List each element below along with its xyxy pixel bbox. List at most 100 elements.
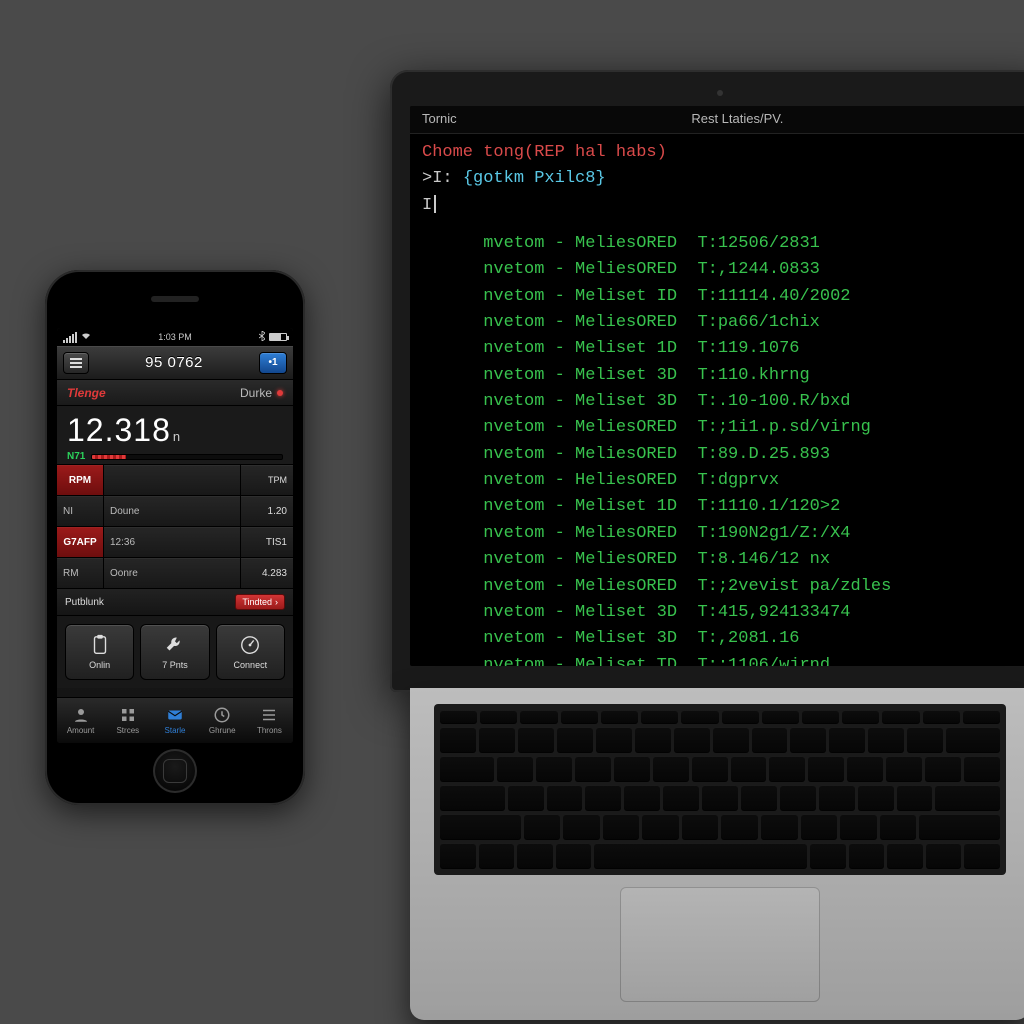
tab-share-label: Starle (165, 726, 186, 735)
tab-time[interactable]: Ghrune (199, 698, 246, 743)
main-value: 12.318 (67, 412, 171, 448)
brand-label: Tlenge (67, 386, 106, 400)
wifi-icon (81, 332, 91, 342)
connect-button[interactable]: Connect (216, 624, 285, 680)
chevron-right-icon: › (275, 597, 278, 607)
log-list: mvetom - MeliesORED T:12506/2831 nvetom … (422, 231, 1018, 666)
phone-device: 1:03 PM 95 0762 •1 Tlenge Durke (45, 270, 305, 805)
log-line: mvetom - MeliesORED T:12506/2831 (422, 231, 1018, 257)
sub-right-label: Durke (240, 386, 272, 400)
term-cursor-line: I (422, 196, 432, 215)
cell-tis: TIS1 (241, 527, 293, 557)
log-line: nvetom - Meliset 3D T:.10-100.R/bxd (422, 389, 1018, 415)
terminal-body: Chome tong(REP hal habs) >I: {gotkm Pxil… (410, 134, 1024, 666)
log-line: nvetom - HeliesORED T:dgprvx (422, 468, 1018, 494)
log-line: nvetom - Meliset ID T:11114.40/2002 (422, 284, 1018, 310)
tab-library-label: Throns (257, 726, 282, 735)
mini-green-value: N71 (67, 451, 85, 462)
log-line: nvetom - MeliesORED T:;1i1.p.sd/virng (422, 415, 1018, 441)
pill-label: Tindted (242, 597, 272, 607)
log-line: nvetom - MeliesORED T:190N2g1/Z:/X4 (422, 521, 1018, 547)
term-title-center: Rest Ltaties/PV. (457, 109, 1018, 129)
main-unit: n (173, 429, 180, 444)
bottom-row: Putblunk Tindted › (57, 588, 293, 616)
log-line: nvetom - MeliesORED T:8.146/12 nx (422, 547, 1018, 573)
status-bar: 1:03 PM (57, 328, 293, 346)
laptop-base (410, 688, 1024, 1020)
status-time: 1:03 PM (158, 332, 192, 342)
log-line: nvetom - Meliset 1D T:119.1076 (422, 336, 1018, 362)
keyboard[interactable] (434, 704, 1006, 875)
webcam-icon (717, 90, 723, 96)
cell-done: Doune (104, 496, 240, 526)
tab-browse-label: Strces (116, 726, 139, 735)
gauge-icon (239, 634, 261, 656)
battery-icon (269, 333, 287, 341)
log-line: nvetom - MeliesORED T:;2vevist pa/zdles (422, 574, 1018, 600)
cell-1236: 12:36 (104, 527, 240, 557)
cell-120: 1.20 (241, 496, 293, 526)
onlin-label: Onlin (89, 660, 110, 670)
terminal-titlebar: Tornic Rest Ltaties/PV. (410, 106, 1024, 134)
onlin-button[interactable]: Onlin (65, 624, 134, 680)
main-readout: 12.318n N71 (57, 406, 293, 465)
cell-head-mid (104, 465, 240, 495)
sub-header: Tlenge Durke (57, 380, 293, 406)
tab-bar: Amount Strces Starle Ghrune Throns (57, 697, 293, 743)
term-prompt-body: {gotkm Pxilc8} (463, 169, 606, 188)
status-pill[interactable]: Tindted › (235, 594, 285, 610)
clock-icon (213, 706, 231, 724)
wrench-icon (164, 634, 186, 656)
signal-icon (63, 332, 77, 343)
parts-button[interactable]: 7 Pnts (140, 624, 209, 680)
hamburger-icon (70, 358, 82, 368)
term-prompt: >I: (422, 169, 453, 188)
terminal-window[interactable]: Tornic Rest Ltaties/PV. Chome tong(REP h… (410, 106, 1024, 666)
phone-screen: 1:03 PM 95 0762 •1 Tlenge Durke (57, 328, 293, 743)
tab-account-label: Amount (67, 726, 95, 735)
readout-grid: RPM TPM NI Doune 1.20 G7AFP 12:36 TIS1 R… (57, 465, 293, 588)
laptop-lid: Tornic Rest Ltaties/PV. Chome tong(REP h… (390, 70, 1024, 692)
cursor-icon (434, 195, 436, 213)
log-line: nvetom - Meliset TD T::1106/wjrnd (422, 653, 1018, 666)
cell-g7: G7AFP (57, 527, 103, 557)
tab-account[interactable]: Amount (57, 698, 104, 743)
tab-library[interactable]: Throns (246, 698, 293, 743)
person-icon (72, 706, 90, 724)
nav-title: 95 0762 (145, 354, 203, 371)
term-title-left: Tornic (422, 109, 457, 129)
connect-label: Connect (234, 660, 268, 670)
tab-time-label: Ghrune (209, 726, 236, 735)
phone-speaker (151, 296, 199, 302)
menu-button[interactable] (63, 352, 89, 374)
log-line: nvetom - MeliesORED T:89.D.25.893 (422, 442, 1018, 468)
log-line: nvetom - Meliset 3D T:110.khrng (422, 363, 1018, 389)
bottom-left-label: Putblunk (65, 597, 104, 608)
parts-label: 7 Pnts (162, 660, 188, 670)
tab-share[interactable]: Starle (151, 698, 198, 743)
nav-bar: 95 0762 •1 (57, 346, 293, 380)
log-line: nvetom - MeliesORED T:,1244.0833 (422, 257, 1018, 283)
clipboard-icon (89, 634, 111, 656)
grid-icon (119, 706, 137, 724)
cell-rpm: RPM (57, 465, 103, 495)
trackpad[interactable] (620, 887, 820, 1002)
cell-tpm: TPM (241, 465, 293, 495)
home-button[interactable] (153, 749, 197, 793)
cell-oone: Oonre (104, 558, 240, 588)
mail-icon (166, 706, 184, 724)
status-dot-icon (277, 390, 283, 396)
stack-icon (260, 706, 278, 724)
tab-browse[interactable]: Strces (104, 698, 151, 743)
log-line: nvetom - Meliset 3D T:415,924133474 (422, 600, 1018, 626)
cell-4283: 4.283 (241, 558, 293, 588)
log-line: nvetom - MeliesORED T:pa66/1chix (422, 310, 1018, 336)
mini-bar (91, 454, 283, 460)
log-line: nvetom - Meliset 1D T:1110.1/120>2 (422, 494, 1018, 520)
nav-action-button[interactable]: •1 (259, 352, 287, 374)
log-line: nvetom - Meliset 3D T:,2081.16 (422, 626, 1018, 652)
action-row: Onlin 7 Pnts Connect (57, 616, 293, 688)
laptop-device: Tornic Rest Ltaties/PV. Chome tong(REP h… (360, 70, 1024, 1020)
cell-rm: RM (57, 558, 103, 588)
cell-ni: NI (57, 496, 103, 526)
